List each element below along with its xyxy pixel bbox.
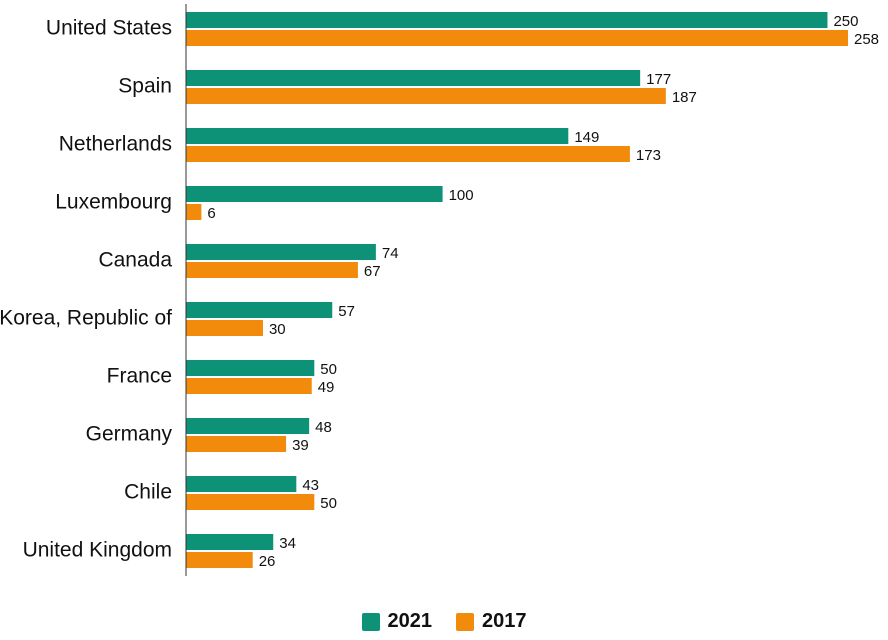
bar-2021-france — [186, 360, 315, 376]
category-labels: United States Spain Netherlands Luxembourg C… — [0, 17, 172, 562]
bar-2017-germany — [186, 436, 287, 452]
bar-2021-netherlands — [186, 128, 569, 144]
category-label-france: France — [107, 365, 172, 388]
value-label-2017-united-kingdom: 26 — [259, 553, 276, 570]
bar-2021-chile — [186, 476, 297, 492]
value-label-2021-france: 50 — [320, 361, 337, 378]
category-label-chile: Chile — [124, 481, 172, 504]
bar-2021-spain — [186, 70, 641, 86]
legend-label-2021: 2021 — [387, 610, 433, 632]
bar-2021-canada — [186, 244, 376, 260]
value-label-2021-united-states: 250 — [833, 13, 858, 30]
value-label-2017-luxembourg: 6 — [207, 205, 215, 222]
value-label-2021-germany: 48 — [315, 419, 332, 436]
bar-2021-united-states — [186, 12, 828, 28]
value-label-2017-netherlands: 173 — [636, 147, 661, 164]
value-label-2021-korea-republic-of: 57 — [338, 303, 355, 320]
bar-2021-korea-republic-of — [186, 302, 333, 318]
value-label-2017-france: 49 — [318, 379, 335, 396]
category-label-united-kingdom: United Kingdom — [23, 539, 172, 562]
bar-2017-france — [186, 378, 312, 394]
bar-2017-united-states — [186, 30, 848, 46]
bar-2017-netherlands — [186, 146, 630, 162]
value-label-2021-canada: 74 — [382, 245, 399, 262]
bar-2021-germany — [186, 418, 310, 434]
value-label-2021-united-kingdom: 34 — [279, 535, 296, 552]
category-label-united-states: United States — [46, 17, 172, 40]
bar-2017-united-kingdom — [186, 552, 253, 568]
value-label-2017-canada: 67 — [364, 263, 381, 280]
value-label-2021-luxembourg: 100 — [449, 187, 474, 204]
bar-2017-canada — [186, 262, 358, 278]
bar-chart: United States Spain Netherlands Luxembourg C… — [0, 4, 879, 576]
legend-item-2017: 2017 — [456, 610, 527, 633]
value-label-2021-netherlands: 149 — [574, 129, 599, 146]
value-label-2017-united-states: 258 — [854, 31, 879, 48]
bar-2017-korea-republic-of — [186, 320, 263, 336]
bar-2017-spain — [186, 88, 666, 104]
bar-2021-united-kingdom — [186, 534, 274, 550]
legend-swatch-2021 — [361, 612, 380, 631]
category-label-luxembourg: Luxembourg — [55, 191, 172, 214]
value-label-2017-korea-republic-of: 30 — [269, 321, 286, 338]
legend: 2021 2017 — [0, 610, 888, 633]
value-label-2021-spain: 177 — [646, 71, 671, 88]
legend-label-2017: 2017 — [482, 610, 527, 632]
bars-layer — [186, 12, 848, 568]
bar-2017-luxembourg — [186, 204, 202, 220]
legend-item-2021: 2021 — [361, 610, 433, 633]
value-label-2017-chile: 50 — [320, 495, 337, 512]
legend-swatch-2017 — [456, 612, 474, 631]
category-label-netherlands: Netherlands — [59, 133, 172, 156]
category-label-korea-republic-of: Korea, Republic of — [0, 307, 172, 330]
bar-2017-chile — [186, 494, 315, 510]
category-label-germany: Germany — [86, 423, 173, 446]
value-label-2017-germany: 39 — [292, 437, 309, 454]
value-labels: 2502581771871491731006746757305049483943… — [207, 13, 879, 570]
category-label-spain: Spain — [118, 75, 172, 98]
value-label-2021-chile: 43 — [302, 477, 319, 494]
value-label-2017-spain: 187 — [672, 89, 697, 106]
category-label-canada: Canada — [98, 249, 172, 272]
bar-2021-luxembourg — [186, 186, 443, 202]
